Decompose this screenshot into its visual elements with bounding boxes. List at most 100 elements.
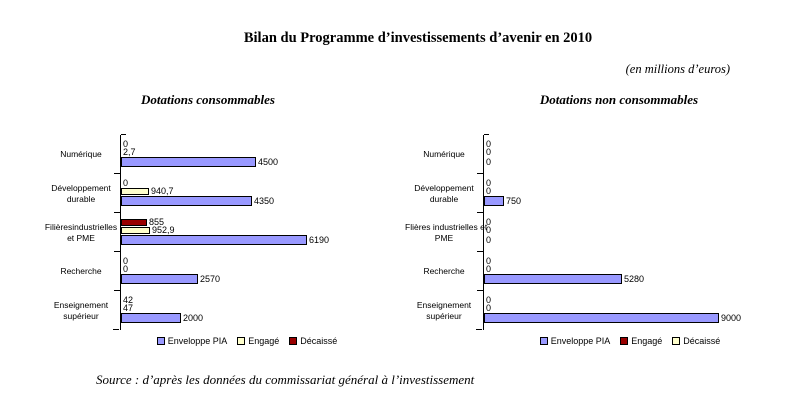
legend-item-enveloppe-pia: Enveloppe PIA	[156, 336, 228, 346]
legend-swatch-icon	[539, 337, 548, 345]
category-label: Recherche	[423, 266, 465, 276]
chart-dotations-non-consommables: Dotations non consommables Numérique 0 0 0 D…	[405, 92, 777, 346]
value-label-enveloppe-pia: 2000	[183, 312, 204, 323]
legend-swatch-icon	[620, 337, 629, 345]
legend-item-decaisse: Décaissé	[672, 336, 720, 346]
value-label-engage: 0	[123, 264, 129, 274]
legend-swatch-icon	[289, 337, 298, 345]
legend-label: Enveloppe PIA	[550, 336, 611, 346]
value-label-engage: 940,7	[151, 186, 174, 196]
bars-area: 0 940,7 4350	[114, 173, 374, 213]
category-label: Numérique	[423, 149, 465, 159]
value-label-enveloppe-pia: 6190	[309, 234, 330, 245]
category-label: Développement durable	[51, 182, 111, 204]
bar-enveloppe-pia	[121, 195, 252, 206]
value-label-enveloppe-pia: 4500	[258, 156, 279, 167]
bar-enveloppe-pia	[121, 312, 181, 323]
legend-label: Enveloppe PIA	[167, 336, 228, 346]
legend-label: Engagé	[248, 336, 280, 346]
value-label-engage: 47	[123, 303, 134, 313]
legend: Enveloppe PIA Engagé Décaissé	[483, 336, 777, 346]
value-label-engage: 2,7	[123, 147, 136, 157]
legend-item-engage: Engagé	[237, 336, 279, 346]
bars-area: 855 952,9 6190	[114, 212, 374, 252]
unit-note: (en millions d’euros)	[625, 62, 730, 76]
category-label: Recherche	[60, 266, 102, 276]
bar-decaisse	[121, 218, 147, 226]
category-label: Développement durable	[414, 182, 474, 204]
bar-enveloppe-pia	[484, 195, 504, 206]
legend-swatch-icon	[156, 337, 165, 345]
bars-area: 0 0 2570	[114, 251, 374, 291]
bar-engage	[121, 226, 150, 234]
legend-swatch-icon	[672, 337, 681, 345]
bars-area: 42 47 2000	[114, 290, 374, 330]
legend-item-enveloppe-pia: Enveloppe PIA	[539, 336, 611, 346]
value-label-engage: 0	[486, 303, 492, 313]
value-label-decaisse: 855	[149, 217, 165, 227]
category-row: Numérique 0 2,7 4500	[42, 134, 374, 174]
value-label-decaisse: 0	[486, 256, 492, 266]
value-label-decaisse: 0	[486, 295, 492, 305]
chart-title: Dotations non consommables	[539, 92, 699, 107]
bar-enveloppe-pia	[121, 234, 307, 245]
value-label-decaisse: 0	[123, 178, 129, 188]
legend-label: Décaissé	[683, 336, 721, 346]
category-label: Numérique	[60, 149, 102, 159]
category-label: Enseignement supérieur	[416, 299, 472, 321]
value-label-decaisse: 0	[486, 217, 492, 227]
legend-label: Décaissé	[300, 336, 338, 346]
value-label-decaisse: 0	[486, 139, 492, 149]
value-label-enveloppe-pia: 5280	[624, 273, 645, 284]
category-row: Filièresindustrielles et PME 855 952,9 6190	[42, 212, 374, 252]
value-label-engage: 0	[486, 264, 492, 274]
category-row: Enseignement supérieur 0 0 9000	[405, 290, 777, 330]
value-label-engage: 0	[486, 147, 492, 157]
legend-item-decaisse: Décaissé	[289, 336, 337, 346]
bars-area: 0 0 750	[477, 173, 777, 213]
value-label-decaisse: 42	[123, 295, 134, 305]
plot-area: Numérique 0 2,7 4500 Développement durable 0 94…	[42, 134, 374, 330]
value-label-engage: 952,9	[152, 225, 175, 235]
chart-dotations-consommables: Dotations consommables Numérique 0 2,7 4500…	[42, 92, 374, 346]
value-label-enveloppe-pia: 9000	[721, 312, 742, 323]
category-row: Flières industrielles et PME 0 0 0	[405, 212, 777, 252]
bars-area: 0 0 9000	[477, 290, 777, 330]
value-label-enveloppe-pia: 4350	[254, 195, 275, 206]
category-row: Développement durable 0 940,7 4350	[42, 173, 374, 213]
category-row: Recherche 0 0 5280	[405, 251, 777, 291]
value-label-decaisse: 0	[486, 178, 492, 188]
value-label-enveloppe-pia: 2570	[200, 273, 221, 284]
value-label-enveloppe-pia: 0	[486, 234, 492, 245]
value-label-enveloppe-pia: 750	[506, 195, 522, 206]
category-row: Développement durable 0 0 750	[405, 173, 777, 213]
legend-label: Engagé	[631, 336, 663, 346]
value-label-engage: 0	[486, 225, 492, 235]
source-note: Source : d’après les données du commissa…	[96, 372, 475, 387]
bar-enveloppe-pia	[121, 273, 198, 284]
value-label-engage: 0	[486, 186, 492, 196]
value-label-decaisse: 0	[123, 139, 129, 149]
category-row: Numérique 0 0 0	[405, 134, 777, 174]
value-label-enveloppe-pia: 0	[486, 156, 492, 167]
plot-area: Numérique 0 0 0 Développement durable 0 0 750 Fli…	[405, 134, 777, 330]
category-label: Filièresindustrielles et PME	[44, 221, 118, 243]
category-label: Enseignement supérieur	[53, 299, 109, 321]
legend-swatch-icon	[237, 337, 246, 345]
bar-engage	[121, 187, 149, 195]
legend-item-engage: Engagé	[620, 336, 662, 346]
bar-enveloppe-pia	[484, 273, 622, 284]
chart-title: Dotations consommables	[141, 92, 275, 107]
bars-area: 0 0 5280	[477, 251, 777, 291]
page-title: Bilan du Programme d’investissements d’a…	[243, 30, 593, 46]
bar-enveloppe-pia	[484, 312, 719, 323]
category-label: Flières industrielles et PME	[405, 221, 488, 243]
bars-area: 0 2,7 4500	[120, 134, 374, 174]
value-label-decaisse: 0	[123, 256, 129, 266]
legend: Enveloppe PIA Engagé Décaissé	[120, 336, 374, 346]
category-row: Recherche 0 0 2570	[42, 251, 374, 291]
category-row: Enseignement supérieur 42 47 2000	[42, 290, 374, 330]
bar-enveloppe-pia	[121, 156, 256, 167]
